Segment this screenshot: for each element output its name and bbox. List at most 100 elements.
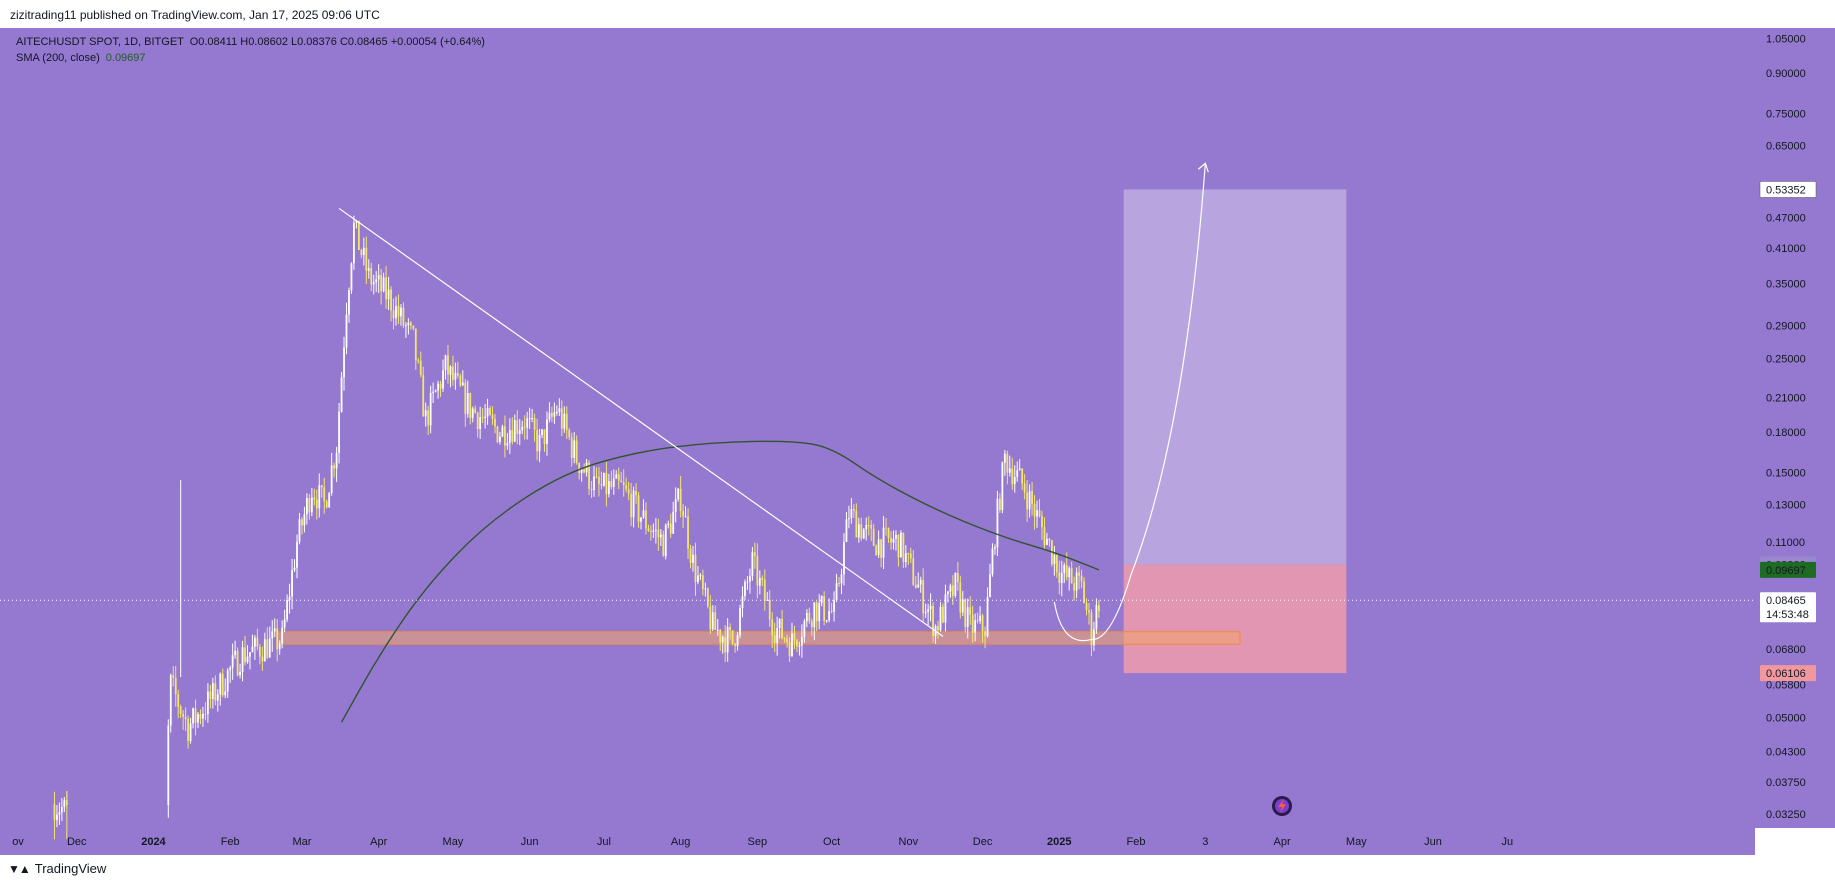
candle xyxy=(526,411,529,440)
price-chart[interactable]: 1.05000 0.90000 0.75000 0.65000 0.47000 0.410… xyxy=(0,28,1835,855)
time-tick-label: Oct xyxy=(823,836,840,848)
candle xyxy=(419,351,422,378)
candle xyxy=(177,689,180,719)
candle xyxy=(744,579,746,600)
candle xyxy=(756,543,759,599)
lightning-icon[interactable] xyxy=(1272,796,1292,816)
trendline[interactable] xyxy=(338,207,944,637)
candle xyxy=(1055,554,1058,578)
candle xyxy=(551,406,553,423)
candle xyxy=(533,413,536,442)
candle xyxy=(607,473,610,498)
candle xyxy=(593,466,595,497)
target-zone[interactable] xyxy=(1123,189,1347,565)
price-tick-label: 0.05800 xyxy=(1766,680,1806,692)
candle xyxy=(964,598,967,633)
candle xyxy=(422,366,425,417)
candle xyxy=(197,711,199,729)
candle xyxy=(615,470,618,479)
candle xyxy=(877,530,880,558)
stop-zone[interactable] xyxy=(1123,564,1347,674)
candle xyxy=(677,487,680,502)
candle xyxy=(333,462,336,478)
candle xyxy=(1070,561,1073,584)
candle xyxy=(276,618,279,662)
candle xyxy=(999,493,1001,513)
candle xyxy=(808,607,811,624)
candle xyxy=(340,371,343,413)
candle xyxy=(325,499,328,509)
candle xyxy=(904,545,907,568)
candle xyxy=(273,618,276,638)
candle xyxy=(456,361,459,379)
candle xyxy=(278,640,281,655)
candle xyxy=(360,248,363,259)
candle xyxy=(729,623,732,640)
price-axis[interactable] xyxy=(1755,28,1835,828)
candle xyxy=(236,647,239,677)
price-tick-label: 0.03750 xyxy=(1766,777,1806,789)
candle xyxy=(610,470,613,490)
candle xyxy=(625,477,628,493)
tradingview-logo[interactable]: ▼▲ TradingView xyxy=(8,861,106,876)
price-tick-label: 0.41000 xyxy=(1766,243,1806,255)
candle xyxy=(635,483,637,504)
candle xyxy=(315,489,318,520)
candle xyxy=(689,544,692,569)
candle xyxy=(402,302,405,329)
candle xyxy=(709,595,712,634)
time-tick-label: Dec xyxy=(973,836,993,848)
projection-arrow[interactable] xyxy=(1053,163,1206,642)
time-tick-label: 3 xyxy=(1202,836,1208,848)
candle xyxy=(788,637,791,662)
plot-area[interactable] xyxy=(0,28,1755,828)
candle xyxy=(815,601,818,632)
price-badge-label: 0.53352 xyxy=(1766,184,1806,196)
candle xyxy=(216,689,219,712)
candle xyxy=(221,668,224,698)
candle xyxy=(887,527,890,543)
candle xyxy=(672,501,675,534)
time-tick-label: 2024 xyxy=(141,836,166,848)
candle xyxy=(771,612,774,648)
time-tick-label: Apr xyxy=(370,836,387,848)
candle xyxy=(781,609,783,640)
candle xyxy=(570,432,573,467)
candle xyxy=(1006,450,1009,485)
candle xyxy=(377,264,380,294)
candle xyxy=(387,276,390,310)
candle xyxy=(1023,474,1026,500)
candle xyxy=(271,620,274,652)
candle xyxy=(241,640,244,682)
candle xyxy=(449,365,452,388)
candle xyxy=(546,411,548,456)
candle xyxy=(239,663,241,679)
candle xyxy=(1060,560,1063,597)
candle xyxy=(850,497,853,524)
candle xyxy=(281,620,284,649)
candle xyxy=(1063,562,1066,584)
candle xyxy=(1041,510,1043,540)
publish-header: zizitrading11 published on TradingView.c… xyxy=(0,0,1835,28)
candle xyxy=(801,624,803,658)
candle xyxy=(872,523,875,547)
time-axis[interactable] xyxy=(0,828,1755,855)
candle xyxy=(1036,500,1038,528)
candle xyxy=(1008,455,1011,477)
candle xyxy=(605,461,608,507)
sma-line[interactable] xyxy=(340,440,1100,723)
candle xyxy=(528,407,531,429)
symbol-label: AITECHUSDT SPOT, 1D, BITGET O0.08411 H0.0… xyxy=(16,36,485,48)
candle xyxy=(1026,480,1029,522)
candle xyxy=(367,259,370,279)
candle xyxy=(345,302,348,355)
candle xyxy=(981,613,984,643)
candle xyxy=(852,504,855,519)
support-zone[interactable] xyxy=(276,631,1241,645)
candle xyxy=(395,296,397,326)
candle xyxy=(694,542,697,596)
candle xyxy=(813,602,816,641)
candle xyxy=(405,322,407,338)
candle xyxy=(783,637,786,643)
candle xyxy=(736,631,739,651)
